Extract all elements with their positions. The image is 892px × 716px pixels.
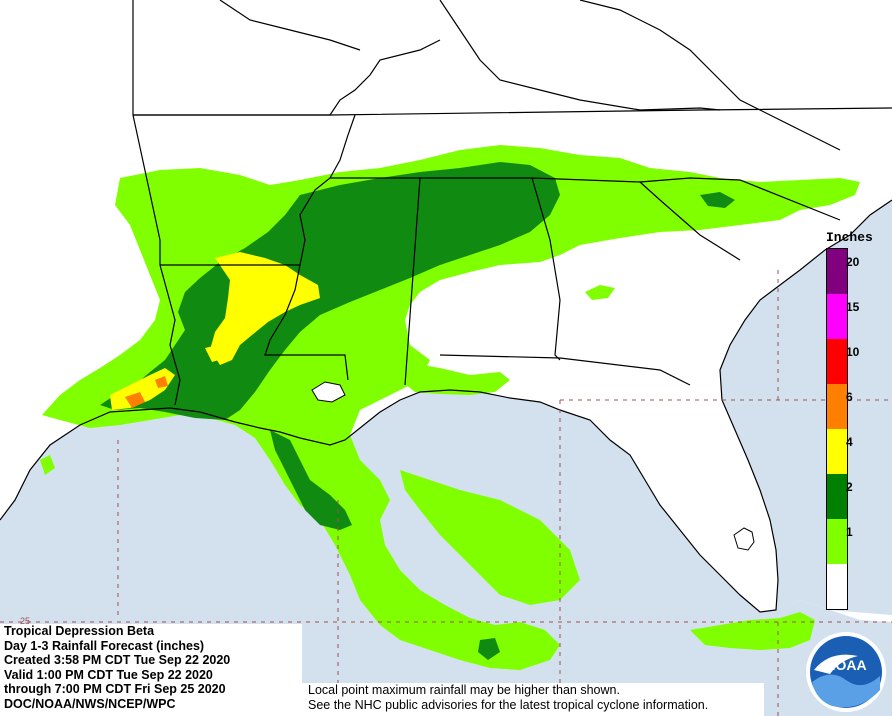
product-title: Day 1-3 Rainfall Forecast (inches) [4,638,205,653]
legend-swatch [827,474,847,519]
created-time: Created 3:58 PM CDT Tue Sep 22 2020 [4,653,231,668]
through-time: through 7:00 PM CDT Fri Sep 25 2020 [4,682,226,697]
legend-label: 15 [846,300,860,314]
disclaimer-line-2: See the NHC public advisories for the la… [308,698,709,712]
legend-colorbar [826,248,848,610]
legend-label: 20 [846,255,860,269]
legend-swatch [827,249,847,294]
legend-label: 1 [846,525,853,539]
legend-label: 6 [846,390,853,404]
legend-title: Inches [826,230,873,245]
state-boundaries [132,0,892,406]
agency-credit: DOC/NOAA/NWS/NCEP/WPC [4,696,176,711]
legend-label: 2 [846,480,853,494]
rainfall-6-10in [125,376,168,408]
legend-swatch [827,339,847,384]
lake-okeechobee [733,527,755,551]
legend-swatch [827,429,847,474]
lake-pontchartrain [311,381,346,403]
storm-name: Tropical Depression Beta [4,624,155,638]
atlantic-ocean [720,200,892,615]
lat-lon-grid [0,270,892,716]
info-box: Tropical Depression Beta Day 1-3 Rainfal… [0,624,302,716]
disclaimer-line-1: Local point maximum rainfall may be high… [308,683,620,697]
legend-label: 4 [846,435,853,449]
coastline [0,199,892,613]
legend-swatch [827,384,847,429]
noaa-logo: NOAA [806,632,886,712]
noaa-logo-text: NOAA [825,657,866,673]
valid-time: Valid 1:00 PM CDT Tue Sep 22 2020 [4,667,213,682]
legend-swatch [827,519,847,564]
legend-swatch [827,564,847,609]
legend-label: 10 [846,345,860,359]
lat-25-label: 25 [20,616,30,626]
disclaimer-box: Local point maximum rainfall may be high… [302,683,764,716]
legend-swatch [827,294,847,339]
